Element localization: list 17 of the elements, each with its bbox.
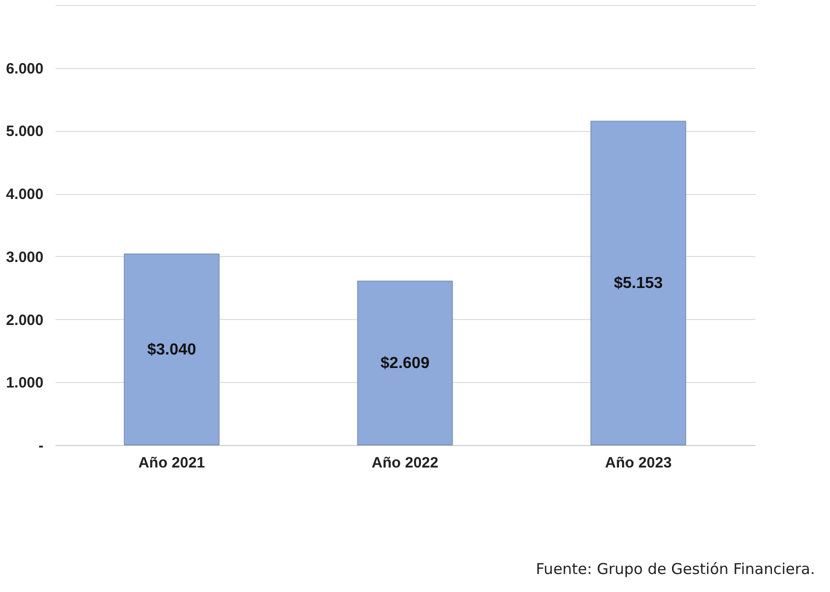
bar xyxy=(124,254,220,446)
y-tick-label: 6.000 xyxy=(6,60,44,78)
y-tick-label: 3.000 xyxy=(6,248,44,266)
y-tick-label: 2.000 xyxy=(6,312,44,329)
bar xyxy=(590,120,686,446)
x-tick-label: Año 2021 xyxy=(138,454,206,472)
bar xyxy=(357,280,453,446)
x-tick-label: Año 2022 xyxy=(372,454,438,472)
y-tick-label: 1.000 xyxy=(6,374,44,392)
y-tick-label: - xyxy=(38,438,44,454)
y-tick-label: 4.000 xyxy=(6,186,44,204)
y-tick-label: 5.000 xyxy=(6,123,44,140)
data-label: $2.609 xyxy=(380,355,430,372)
data-label: $5.153 xyxy=(614,275,663,292)
data-label: $3.040 xyxy=(147,341,196,358)
x-tick-label: Año 2023 xyxy=(604,454,672,472)
source-note: Fuente: Grupo de Gestión Financiera. xyxy=(534,560,815,578)
